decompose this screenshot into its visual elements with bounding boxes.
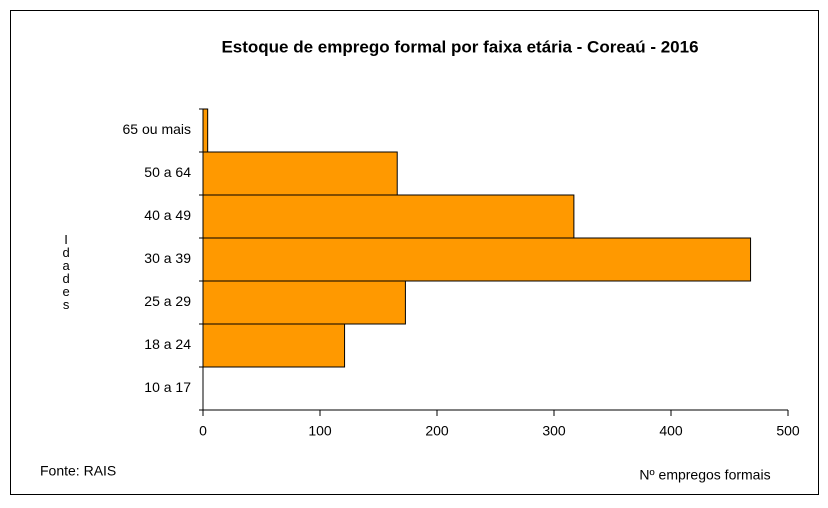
y-tick-label: 50 a 64 [144,164,191,180]
x-tick-label: 300 [542,423,566,439]
chart-title: Estoque de emprego formal por faixa etár… [221,37,698,56]
bar [202,237,752,282]
y-tick-label: 40 a 49 [144,207,191,223]
bar [202,280,406,325]
x-tick-label: 500 [776,423,800,439]
bar [202,194,575,239]
bar [202,108,209,153]
y-tick-label: 25 a 29 [144,293,191,309]
y-tick-label: 10 a 17 [144,379,191,395]
y-axis-label: Idades [59,232,74,310]
x-tick-label: 100 [308,423,332,439]
bar [202,323,346,368]
y-tick-label: 30 a 39 [144,250,191,266]
x-tick-label: 400 [659,423,683,439]
x-axis-label: Nº empregos formais [639,467,770,483]
bar [202,151,398,196]
y-tick-label: 65 ou mais [123,121,191,137]
y-tick-label: 18 a 24 [144,336,191,352]
x-tick-label: 200 [425,423,449,439]
source-note: Fonte: RAIS [40,463,116,479]
x-tick-label: 0 [199,423,207,439]
